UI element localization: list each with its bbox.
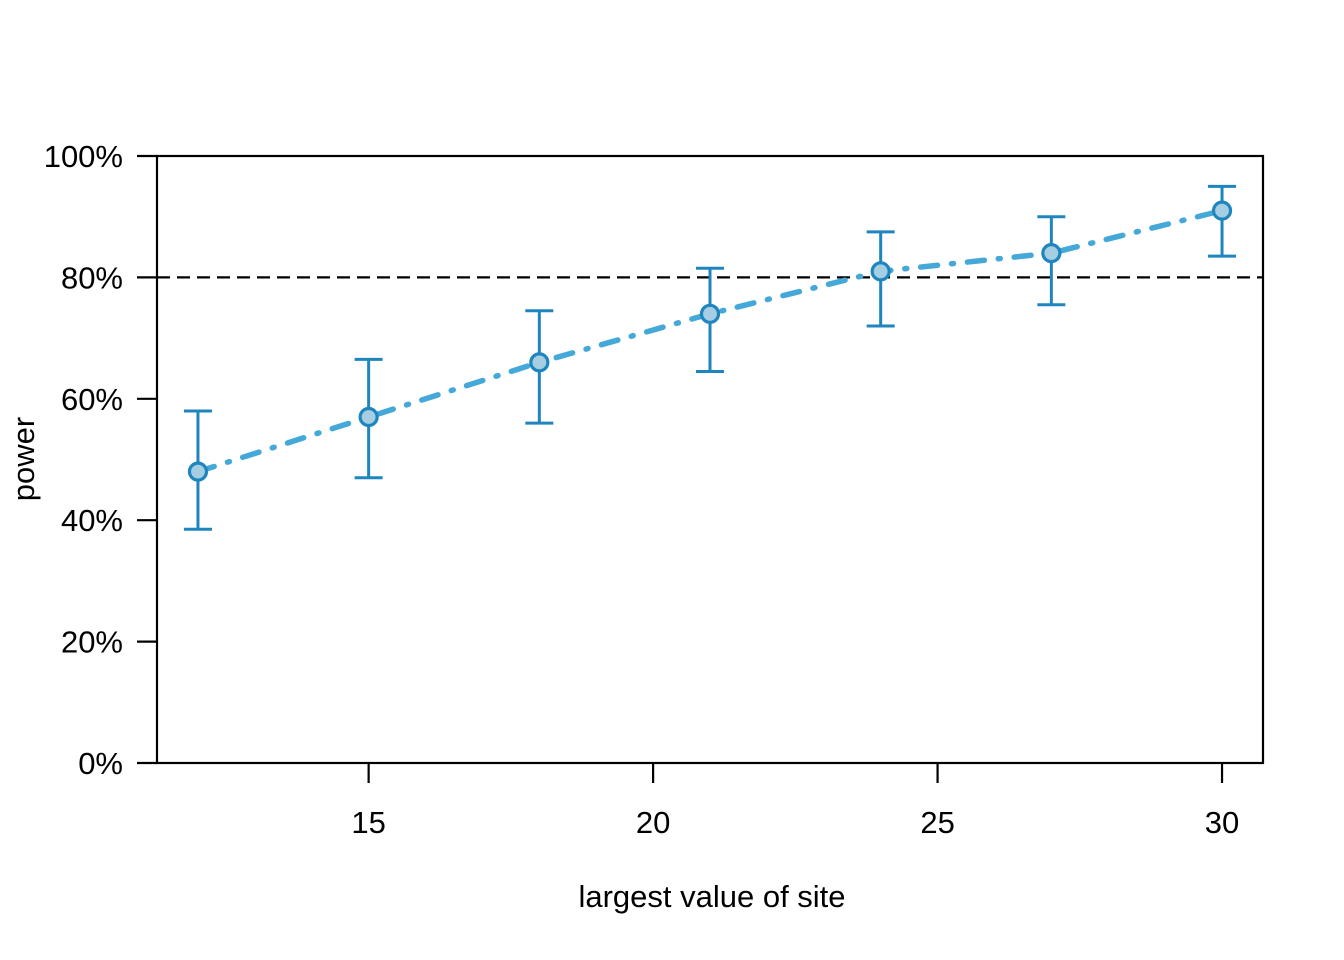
x-tick-label: 25: [920, 805, 954, 840]
x-tick-label: 15: [351, 805, 385, 840]
data-point-marker: [529, 352, 550, 373]
data-point-marker: [358, 406, 379, 428]
data-point-marker: [699, 303, 721, 324]
y-tick-label: 60%: [61, 382, 123, 417]
y-axis-title: power: [6, 417, 41, 501]
y-tick-label: 80%: [61, 260, 123, 295]
y-tick-label: 20%: [61, 625, 123, 660]
data-point-marker: [187, 461, 209, 482]
y-tick-label: 100%: [44, 139, 123, 174]
data-point-marker: [1041, 243, 1062, 264]
data-point-marker: [870, 261, 891, 282]
x-tick-label: 30: [1205, 805, 1239, 840]
x-axis-title: largest value of site: [578, 879, 845, 914]
y-tick-label: 40%: [61, 503, 123, 538]
x-tick-label: 20: [636, 805, 670, 840]
data-point-marker: [1211, 200, 1233, 221]
plot-box: [155, 154, 1265, 765]
y-tick-label: 0%: [78, 746, 123, 781]
